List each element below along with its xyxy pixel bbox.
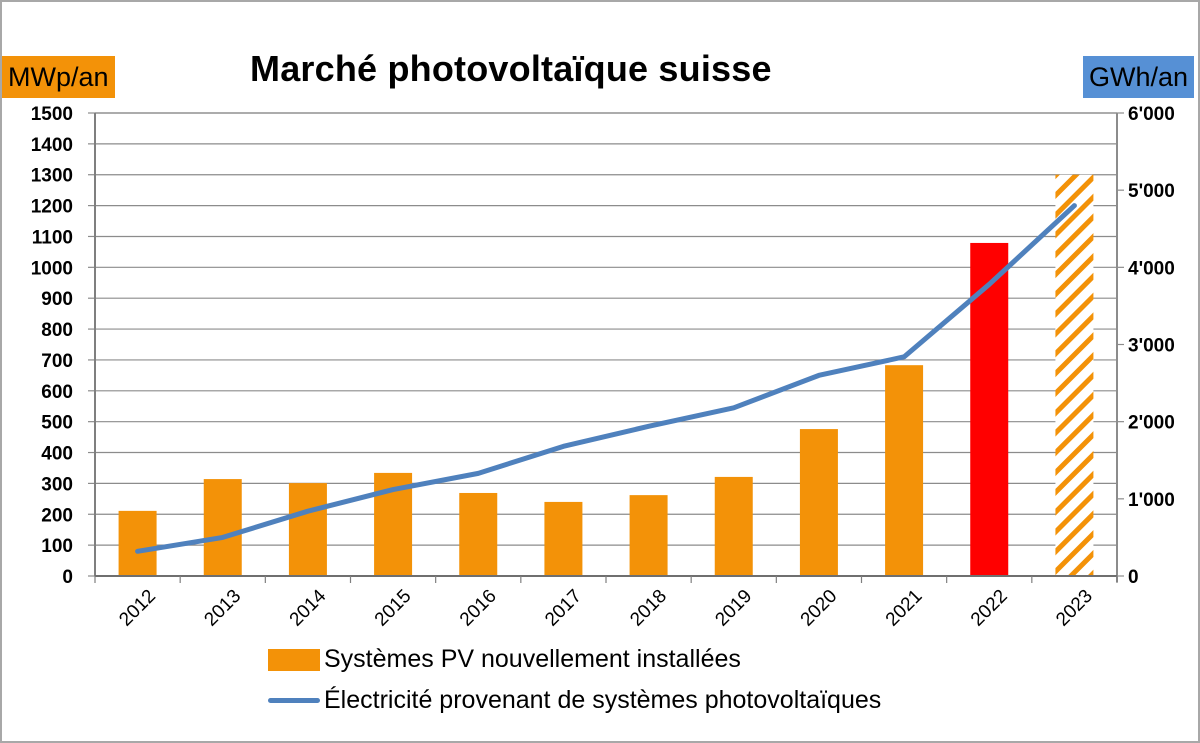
legend-line-swatch-icon bbox=[268, 698, 320, 703]
legend-bar-swatch-icon bbox=[268, 648, 320, 671]
bar-2014 bbox=[288, 483, 327, 576]
right-tick-label: 6'000 bbox=[1128, 104, 1175, 125]
left-tick-label: 200 bbox=[41, 505, 73, 526]
x-tick-label: 2021 bbox=[882, 586, 927, 631]
left-axis-ticks: 0 100 200 300 400 500 600 700 800 900 1000 1100 1200… bbox=[31, 104, 73, 588]
left-tick-label: 700 bbox=[41, 351, 73, 372]
bar-series bbox=[118, 174, 1094, 576]
x-tick-label: 2018 bbox=[626, 586, 671, 631]
left-axis-unit-badge: MWp/an bbox=[2, 56, 115, 98]
bar-2023 bbox=[1055, 174, 1094, 576]
bar-2019 bbox=[714, 476, 753, 576]
chart-title: Marché photovoltaïque suisse bbox=[250, 48, 772, 89]
x-tick-label: 2017 bbox=[541, 586, 586, 631]
left-tick-label: 600 bbox=[41, 382, 73, 403]
x-tick-label: 2016 bbox=[456, 586, 501, 631]
x-tick-label: 2019 bbox=[711, 586, 756, 631]
left-tick-label: 800 bbox=[41, 320, 73, 341]
right-tick-label: 1'000 bbox=[1128, 490, 1175, 511]
bar-2012 bbox=[118, 510, 157, 576]
right-tick-label: 5'000 bbox=[1128, 181, 1175, 202]
left-tick-label: 1400 bbox=[31, 135, 73, 156]
x-axis-ticks: 2012 2013 2014 2015 2016 2017 2018 2019 2020 2021… bbox=[115, 585, 1097, 630]
bar-2020 bbox=[799, 429, 838, 576]
legend-bars-label: Systèmes PV nouvellement installées bbox=[324, 645, 741, 673]
left-tick-label: 1100 bbox=[32, 227, 73, 248]
left-tick-label: 400 bbox=[41, 444, 73, 465]
bar-2021 bbox=[885, 365, 924, 576]
x-tick-label: 2020 bbox=[797, 586, 842, 631]
x-tick-label: 2022 bbox=[967, 586, 1012, 631]
right-tick-label: 3'000 bbox=[1128, 336, 1175, 357]
right-tick-label: 2'000 bbox=[1128, 413, 1175, 434]
left-tick-label: 1500 bbox=[31, 104, 73, 125]
right-axis-ticks: 0 1'000 2'000 3'000 4'000 5'000 6'000 bbox=[1128, 104, 1175, 588]
left-tick-label: 0 bbox=[62, 567, 73, 588]
legend-item-bars: Systèmes PV nouvellement installées bbox=[268, 645, 741, 674]
bar-2017 bbox=[544, 501, 583, 576]
x-tick-label: 2013 bbox=[200, 586, 245, 631]
line-series bbox=[135, 203, 1077, 554]
bar-2018 bbox=[629, 495, 668, 576]
gridlines bbox=[95, 112, 1117, 546]
left-tick-label: 900 bbox=[41, 289, 73, 310]
bar-2013 bbox=[203, 479, 242, 576]
bar-2016 bbox=[459, 492, 498, 576]
bar-2022 bbox=[970, 242, 1009, 576]
right-tick-label: 4'000 bbox=[1128, 258, 1175, 279]
left-tick-label: 100 bbox=[41, 536, 73, 557]
left-tick-label: 1300 bbox=[31, 166, 73, 187]
left-tick-label: 300 bbox=[41, 474, 73, 495]
right-tick-label: 0 bbox=[1128, 567, 1139, 588]
axes bbox=[88, 112, 1124, 583]
x-tick-label: 2023 bbox=[1052, 586, 1097, 631]
x-tick-label: 2015 bbox=[371, 586, 416, 631]
electricity-line bbox=[135, 203, 1077, 554]
x-tick-label: 2014 bbox=[286, 585, 331, 630]
legend-item-line: Électricité provenant de systèmes photov… bbox=[268, 686, 881, 715]
left-tick-label: 500 bbox=[41, 413, 73, 434]
left-tick-label: 1200 bbox=[31, 197, 73, 218]
x-tick-label: 2012 bbox=[115, 586, 160, 631]
legend-line-label: Électricité provenant de systèmes photov… bbox=[324, 686, 882, 714]
left-tick-label: 1000 bbox=[31, 258, 73, 279]
right-axis-unit-badge: GWh/an bbox=[1082, 56, 1194, 98]
